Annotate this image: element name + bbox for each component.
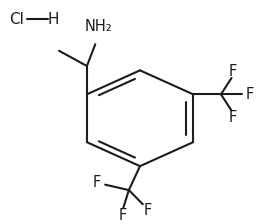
Text: F: F [229,64,237,79]
Text: F: F [229,110,237,125]
Text: F: F [246,87,254,102]
Text: NH₂: NH₂ [84,19,112,34]
Text: F: F [119,208,127,223]
Text: Cl: Cl [10,12,24,27]
Text: H: H [48,12,59,27]
Text: F: F [144,203,152,218]
Text: F: F [93,175,101,190]
